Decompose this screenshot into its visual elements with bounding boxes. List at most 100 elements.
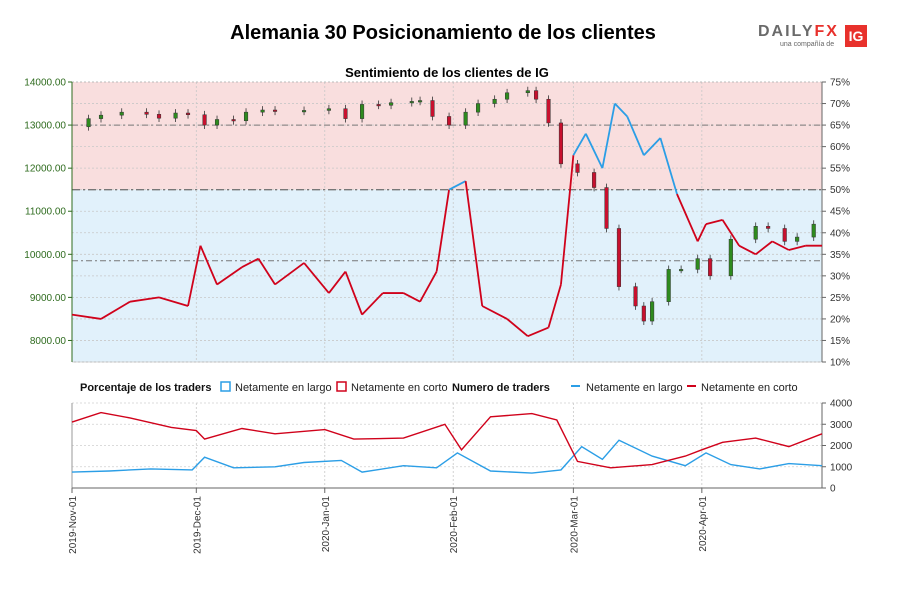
candle-body (326, 108, 331, 111)
legend-label-short: Netamente en corto (351, 382, 448, 394)
candle-body (575, 163, 580, 173)
dailyfx-logo: DAILYFX una compañía de IG (752, 23, 868, 50)
candle-body (546, 98, 551, 124)
right-axis-tick-label: 45% (830, 207, 850, 218)
sentiment-line-segment (419, 271, 438, 303)
legend-title-count: Numero de traders (452, 382, 550, 394)
candle-body (782, 228, 787, 242)
sentiment-line-segment (199, 245, 218, 285)
sentiment-line-segment (572, 133, 587, 156)
candle-body (98, 114, 104, 119)
candle-body (650, 301, 655, 322)
sentiment-line-segment (643, 137, 662, 156)
candle-body (260, 109, 265, 113)
candle-body (641, 305, 646, 322)
candle-body (666, 269, 671, 302)
candle-body (558, 122, 564, 165)
candle-body (389, 102, 394, 106)
right-axis-tick-label: 50% (830, 185, 850, 196)
candle-body (430, 100, 435, 117)
sentiment-line-segment (721, 219, 740, 247)
candle-body (231, 119, 236, 122)
x-axis-tick-label: 2019-Dec-01 (192, 496, 203, 554)
x-axis-tick-label: 2019-Nov-01 (68, 496, 79, 554)
candle-body (214, 119, 220, 126)
sentiment-line-segment (158, 296, 189, 307)
traders-axis-tick-label: 1000 (830, 462, 853, 473)
candle-body (243, 111, 249, 122)
chart-subtitle: Sentimiento de los clientes de IG (345, 65, 549, 80)
traders-axis-tick-label: 0 (830, 484, 836, 495)
ig-badge-icon: IG (845, 25, 867, 47)
candle-body (492, 98, 497, 104)
sentiment-line-segment (344, 271, 363, 315)
logo-wordmark-accent: FX (814, 23, 839, 40)
sentiment-line-segment (738, 244, 757, 256)
sentiment-line-segment (676, 193, 699, 242)
candle-body (202, 114, 207, 126)
candle-body (144, 111, 149, 115)
sentiment-line-segment (403, 292, 421, 303)
sentiment-line-segment (696, 223, 707, 242)
x-axis-tick-label: 2020-Apr-01 (698, 496, 709, 552)
candle-body (811, 223, 816, 238)
candle-body (343, 108, 348, 119)
candle-body (447, 116, 452, 126)
traders-axis-tick-label: 4000 (830, 399, 853, 410)
candle-body (418, 100, 423, 103)
sentiment-line-segment (361, 292, 384, 316)
candle-body (633, 286, 638, 307)
legend-swatch-short (336, 381, 347, 392)
candle-body (695, 258, 700, 270)
candle-body (360, 104, 365, 119)
left-axis-tick-label: 10000.00 (24, 250, 66, 261)
candle-body (156, 114, 162, 119)
legend-label-count-long: Netamente en largo (586, 382, 683, 394)
sentiment-line-segment (100, 300, 131, 320)
sentiment-line-segment (560, 155, 575, 285)
candle-body (616, 228, 622, 287)
sentiment-line-segment (435, 189, 450, 272)
right-axis-tick-label: 30% (830, 271, 850, 282)
candle-body (766, 226, 771, 229)
right-axis-tick-label: 10% (830, 358, 850, 369)
sentiment-line-segment (626, 116, 645, 156)
sentiment-line-segment (659, 137, 678, 195)
candle-body (476, 103, 481, 113)
legend-label-long: Netamente en largo (235, 382, 332, 394)
candle-body (534, 90, 539, 100)
candle-body (679, 269, 684, 272)
candle-body (604, 187, 609, 229)
sentiment-line-segment (527, 326, 549, 337)
right-axis-tick-label: 75% (830, 78, 850, 89)
sentiment-line-segment (601, 103, 616, 169)
left-axis-tick-label: 13000.00 (24, 121, 66, 132)
logo-wordmark: DAILYFX (758, 23, 839, 41)
candle-body (185, 112, 191, 115)
left-axis-tick-label: 8000.00 (30, 336, 67, 347)
sentiment-line-segment (274, 262, 305, 286)
page-title: Alemania 30 Posicionamiento de los clien… (230, 22, 656, 44)
candle-body (592, 172, 597, 188)
right-axis-tick-label: 35% (830, 250, 850, 261)
traders-short-line (71, 411, 823, 469)
sentiment-line-segment (303, 262, 330, 294)
traders-axis-tick-label: 3000 (830, 420, 853, 431)
logo-wordmark-part: DAILY (758, 23, 815, 40)
candle-body (173, 112, 178, 119)
candle-body (708, 258, 713, 277)
right-axis-tick-label: 60% (830, 142, 850, 153)
legend-label-count-short: Netamente en corto (701, 382, 798, 394)
left-axis-tick-label: 9000.00 (30, 293, 67, 304)
sentiment-line-segment (328, 270, 347, 294)
sentiment-line-segment (755, 240, 773, 256)
candle-body (525, 90, 530, 94)
sentiment-line-segment (71, 313, 102, 320)
left-axis-tick-label: 12000.00 (24, 164, 66, 175)
right-axis-tick-label: 70% (830, 99, 850, 110)
candle-body (409, 101, 414, 104)
sentiment-line-segment (771, 240, 790, 251)
sentiment-line-segment (129, 296, 160, 303)
left-axis-tick-label: 11000.00 (25, 207, 66, 218)
candle-body (376, 104, 381, 107)
